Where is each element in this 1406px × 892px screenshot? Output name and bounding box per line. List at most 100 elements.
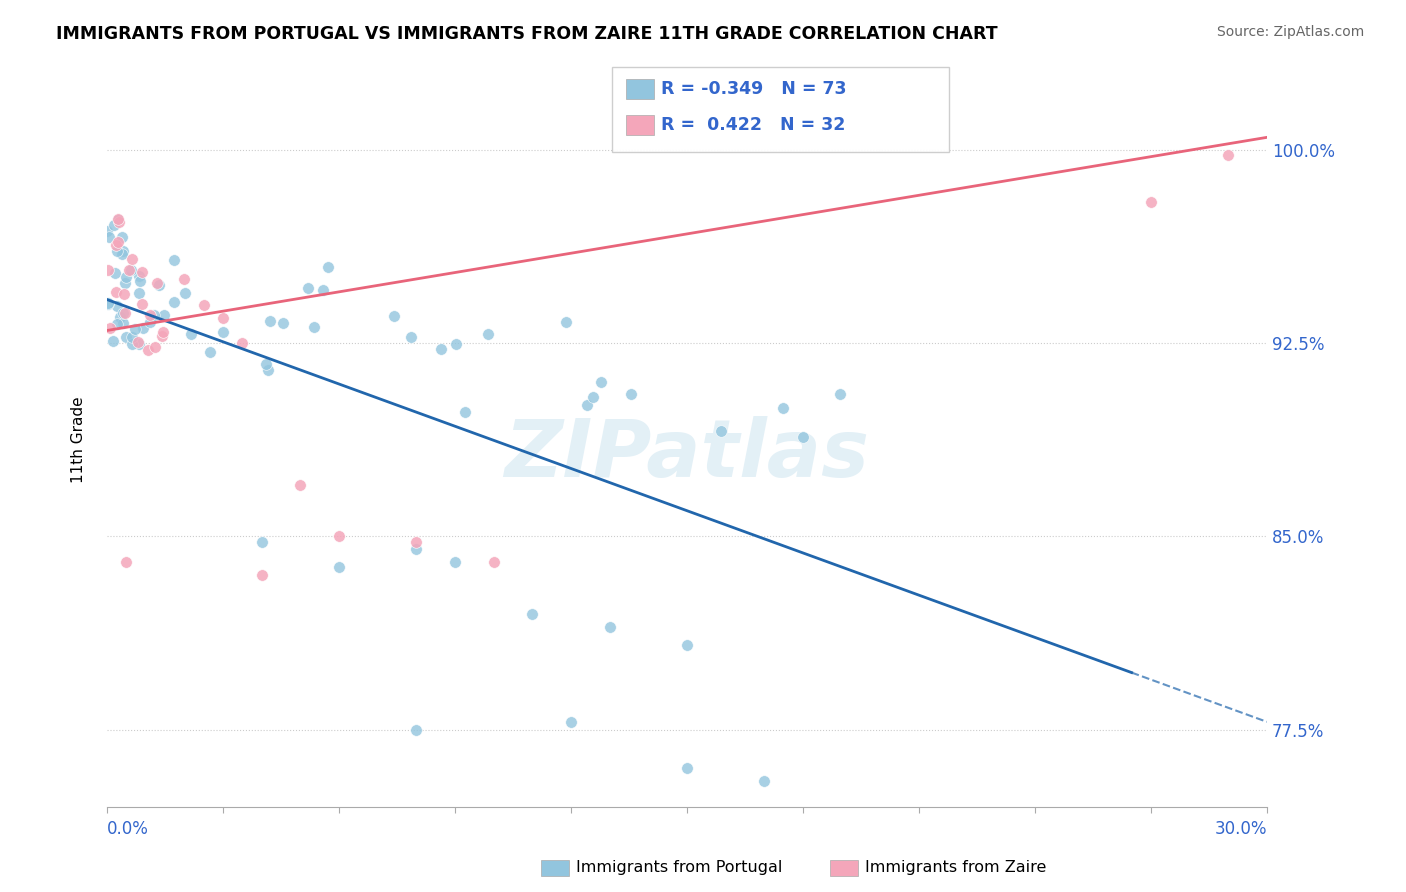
Point xyxy=(173,272,195,286)
Point xyxy=(174,285,197,300)
Point xyxy=(454,405,477,419)
Point xyxy=(212,325,235,339)
Point xyxy=(575,398,598,412)
Point xyxy=(148,278,170,293)
Point xyxy=(108,215,131,229)
Point xyxy=(111,306,134,320)
Point xyxy=(250,568,273,582)
Point xyxy=(273,316,295,330)
Point xyxy=(139,315,162,329)
Point xyxy=(138,308,160,322)
Point xyxy=(828,387,851,401)
Text: Immigrants from Portugal: Immigrants from Portugal xyxy=(576,860,783,874)
Point xyxy=(152,325,174,339)
Point xyxy=(97,263,120,277)
Point xyxy=(477,326,499,341)
Point xyxy=(118,262,141,277)
Text: ZIPatlas: ZIPatlas xyxy=(505,416,869,493)
Point xyxy=(120,263,142,277)
Point xyxy=(112,316,135,330)
Text: R = -0.349   N = 73: R = -0.349 N = 73 xyxy=(661,80,846,98)
Point xyxy=(115,330,138,344)
Point xyxy=(97,230,120,244)
Point xyxy=(254,357,277,371)
Point xyxy=(105,238,128,252)
Point xyxy=(128,337,150,351)
Point xyxy=(328,560,350,574)
Point xyxy=(482,555,505,569)
Point xyxy=(132,321,155,335)
Point xyxy=(399,329,422,343)
Point xyxy=(591,375,613,389)
Point xyxy=(146,277,169,291)
Point xyxy=(430,343,453,357)
Point xyxy=(620,386,643,401)
Point xyxy=(111,244,134,258)
Point xyxy=(105,299,128,313)
Point xyxy=(107,235,129,249)
Point xyxy=(405,723,427,737)
Point xyxy=(107,212,129,227)
Point xyxy=(710,424,733,438)
Text: R =  0.422   N = 32: R = 0.422 N = 32 xyxy=(661,116,845,134)
Point xyxy=(131,297,153,311)
Point xyxy=(97,297,120,311)
Point xyxy=(316,260,339,274)
Point xyxy=(250,534,273,549)
Point xyxy=(676,638,699,652)
Text: 0.0%: 0.0% xyxy=(107,820,149,838)
Point xyxy=(114,276,136,290)
Point xyxy=(257,362,280,376)
Point xyxy=(150,329,173,343)
Point xyxy=(792,430,814,444)
Point xyxy=(444,337,467,351)
Text: Immigrants from Zaire: Immigrants from Zaire xyxy=(865,860,1046,874)
Point xyxy=(115,269,138,284)
Point xyxy=(105,317,128,331)
Point xyxy=(444,555,467,569)
Point xyxy=(121,337,143,351)
Point xyxy=(97,296,120,310)
Point xyxy=(136,343,159,357)
Text: IMMIGRANTS FROM PORTUGAL VS IMMIGRANTS FROM ZAIRE 11TH GRADE CORRELATION CHART: IMMIGRANTS FROM PORTUGAL VS IMMIGRANTS F… xyxy=(56,25,998,43)
Point xyxy=(163,295,186,310)
Point xyxy=(405,542,427,557)
Point xyxy=(114,306,136,320)
Point xyxy=(121,252,143,267)
Point xyxy=(297,281,319,295)
Point xyxy=(328,529,350,543)
Point xyxy=(128,269,150,284)
Point xyxy=(112,286,135,301)
Point xyxy=(193,298,215,312)
Point xyxy=(129,274,152,288)
Point xyxy=(115,555,138,569)
Point xyxy=(108,310,131,324)
Point xyxy=(676,761,699,775)
Point xyxy=(599,619,621,633)
Point xyxy=(104,266,127,280)
Y-axis label: 11th Grade: 11th Grade xyxy=(72,397,86,483)
Point xyxy=(231,336,253,351)
Point xyxy=(212,310,235,325)
Point xyxy=(128,286,150,301)
Point xyxy=(110,230,132,244)
Point xyxy=(382,309,405,323)
Point xyxy=(100,321,122,335)
Point xyxy=(312,284,335,298)
Point xyxy=(105,244,128,258)
Point xyxy=(96,224,118,238)
Point xyxy=(143,308,166,322)
Point xyxy=(131,265,153,279)
Point xyxy=(560,714,582,729)
Point xyxy=(121,330,143,344)
Point xyxy=(582,390,605,404)
Text: Source: ZipAtlas.com: Source: ZipAtlas.com xyxy=(1216,25,1364,39)
Point xyxy=(163,253,186,268)
Point xyxy=(105,285,128,299)
Point xyxy=(754,774,776,789)
Point xyxy=(124,322,146,336)
Point xyxy=(772,401,794,416)
Point xyxy=(302,320,325,334)
Point xyxy=(127,335,149,350)
Point xyxy=(103,218,125,232)
